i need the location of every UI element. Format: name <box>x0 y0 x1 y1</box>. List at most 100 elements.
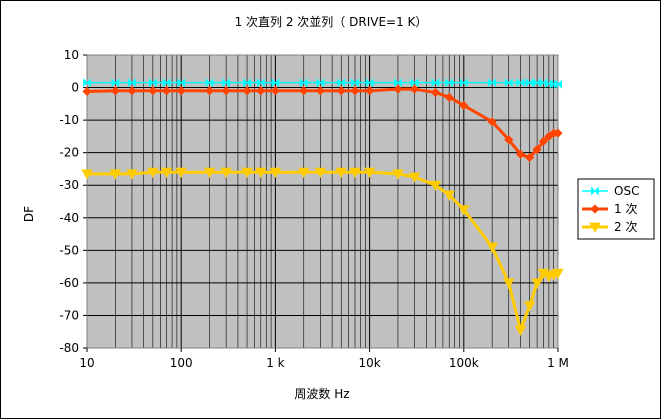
data-point <box>538 136 548 146</box>
y-tick-label: -30 <box>59 178 79 192</box>
data-point <box>533 78 542 88</box>
data-point <box>221 86 231 96</box>
data-point <box>410 78 419 88</box>
data-point <box>445 78 454 88</box>
data-point <box>243 78 251 88</box>
data-point <box>128 78 136 88</box>
legend-swatch-marker <box>591 186 599 196</box>
data-point <box>503 278 515 289</box>
data-point <box>488 78 497 88</box>
legend-entry-label: 2 次 <box>614 220 637 234</box>
data-point <box>271 78 280 88</box>
legend-entry-label: OSC <box>614 184 639 198</box>
data-point <box>177 78 186 88</box>
data-point <box>148 86 158 96</box>
data-point <box>430 87 441 98</box>
data-point <box>365 86 375 96</box>
data-point <box>109 169 122 180</box>
y-tick-label: -10 <box>59 113 79 127</box>
x-tick-label: 1 k <box>266 356 284 370</box>
data-point <box>515 149 526 159</box>
data-point <box>176 86 186 96</box>
data-point <box>175 167 187 179</box>
data-point <box>337 78 346 88</box>
data-point <box>459 78 468 88</box>
data-point <box>443 190 455 201</box>
y-tick-label: -80 <box>59 341 79 355</box>
data-point <box>242 86 252 96</box>
data-point <box>269 167 282 179</box>
x-tick-label: 1 M <box>547 356 569 370</box>
data-point <box>335 167 347 179</box>
data-point <box>222 78 231 88</box>
x-tick-label: 100k <box>449 356 479 370</box>
data-point <box>516 78 525 88</box>
plot-background <box>87 55 558 348</box>
y-tick-label: -60 <box>59 276 79 290</box>
data-point <box>553 128 563 138</box>
data-point <box>336 86 346 96</box>
data-point <box>552 268 564 279</box>
data-point <box>393 84 403 94</box>
data-point <box>162 86 172 96</box>
data-point <box>299 86 309 96</box>
y-tick-label: 10 <box>64 48 79 62</box>
data-point <box>394 78 402 88</box>
data-point <box>363 167 376 179</box>
data-point <box>110 86 120 96</box>
data-point <box>241 167 253 179</box>
data-point <box>205 78 214 88</box>
legend: OSC 1 次 2 次 <box>577 178 655 240</box>
chart-title: 1 次直列 2 次並列（ DRIVE=1 K） <box>235 15 428 29</box>
data-point <box>349 167 361 179</box>
data-point <box>270 86 280 96</box>
data-point <box>148 78 157 88</box>
y-tick-label: -50 <box>59 243 79 257</box>
data-point <box>220 167 232 179</box>
data-point <box>160 167 173 179</box>
data-point <box>81 169 93 180</box>
data-point <box>504 135 514 145</box>
data-point <box>539 78 548 88</box>
plot-border <box>86 54 559 349</box>
data-point <box>531 278 543 289</box>
y-axis-label: DF <box>22 206 36 222</box>
data-point <box>532 144 542 154</box>
data-point <box>316 78 325 88</box>
data-point <box>365 78 374 88</box>
y-tick-label: -70 <box>59 308 79 322</box>
data-point <box>554 79 562 89</box>
data-point <box>111 78 120 88</box>
x-tick-label: 100 <box>170 356 193 370</box>
data-point <box>127 86 137 96</box>
data-point <box>126 169 138 180</box>
data-point <box>458 205 470 216</box>
data-point <box>203 167 216 179</box>
series-osc <box>83 78 562 89</box>
y-tick-label: -20 <box>59 146 79 160</box>
legend-swatch-marker <box>589 222 601 233</box>
data-point <box>315 86 325 96</box>
data-point <box>147 167 159 179</box>
data-point <box>298 167 310 179</box>
data-point <box>162 78 171 88</box>
series-primary <box>82 84 563 163</box>
data-point <box>82 86 92 97</box>
y-tick-label: 0 <box>71 81 79 95</box>
y-tick-label: -40 <box>59 211 79 225</box>
data-point <box>459 100 469 111</box>
data-point <box>444 92 454 102</box>
data-point <box>408 172 421 183</box>
data-point <box>299 78 308 88</box>
data-point <box>525 78 534 88</box>
data-point <box>392 169 404 180</box>
data-point <box>256 78 265 88</box>
x-axis-label: 周波数 Hz <box>294 386 349 401</box>
data-point <box>314 167 327 179</box>
data-point <box>523 301 536 312</box>
data-point <box>409 84 420 94</box>
data-point <box>204 86 215 96</box>
